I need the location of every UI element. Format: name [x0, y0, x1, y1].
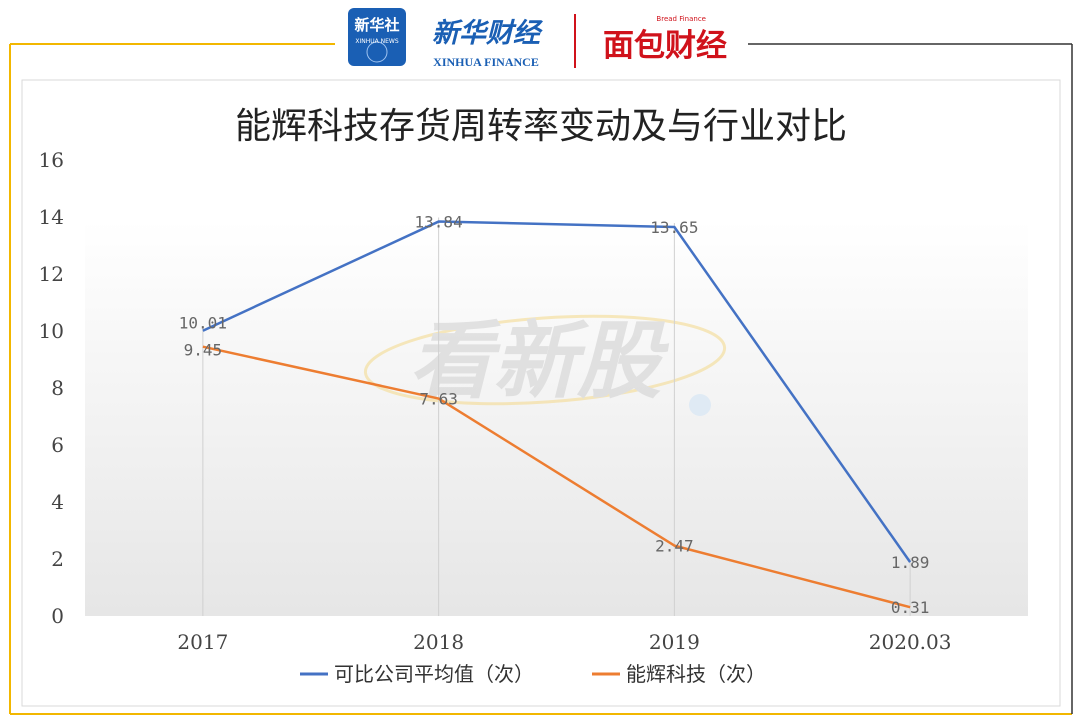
x-tick-label: 2017 [177, 630, 228, 654]
x-tick-label: 2018 [413, 630, 464, 654]
legend-label-1: 能辉科技（次） [626, 662, 766, 686]
data-label-0-3: 1.89 [891, 553, 930, 572]
legend: 可比公司平均值（次） 能辉科技（次） [300, 662, 766, 686]
y-tick-label: 8 [51, 376, 64, 400]
xinhua-news-logo-sub: XINHUA NEWS [355, 38, 398, 45]
data-label-1-3: 0.31 [891, 598, 930, 617]
bread-finance-logo: Bread Finance 面包财经 [603, 15, 727, 64]
plot-area [85, 220, 1028, 616]
outer-frame [9, 43, 1073, 715]
axis-layer: 0 2 4 6 8 10 12 14 16 2017 2018 2019 2020.03 [39, 148, 952, 654]
data-label-1-0: 9.45 [184, 341, 223, 360]
y-tick-label: 16 [39, 148, 64, 172]
y-tick-label: 6 [51, 433, 64, 457]
y-tick-label: 14 [39, 205, 64, 229]
x-tick-label: 2019 [649, 630, 700, 654]
data-label-1-2: 2.47 [655, 537, 694, 556]
data-label-0-2: 13.65 [650, 218, 698, 237]
xinhua-news-logo-text: 新华社 [354, 16, 399, 34]
bread-finance-cn: 面包财经 [603, 28, 727, 64]
label-layer: 10.01 13.84 13.65 1.89 9.45 7.63 2.47 0.31 [179, 213, 930, 618]
y-tick-label: 4 [51, 490, 64, 514]
legend-label-0: 可比公司平均值（次） [334, 662, 534, 686]
grid-layer [202, 217, 911, 616]
y-tick-label: 0 [51, 604, 64, 628]
chart-title: 能辉科技存货周转率变动及与行业对比 [235, 106, 847, 147]
xinhua-finance-cn: 新华财经 [432, 18, 543, 49]
series-line-1 [202, 345, 911, 609]
bread-finance-en: Bread Finance [656, 15, 706, 23]
watermark: 看新股 [363, 312, 727, 416]
y-tick-label: 12 [39, 262, 64, 286]
y-tick-label: 2 [51, 547, 64, 571]
xinhua-news-logo: 新华社 XINHUA NEWS [348, 8, 406, 66]
data-label-0-0: 10.01 [179, 314, 227, 333]
xinhua-finance-en: XINHUA FINANCE [433, 55, 539, 69]
xinhua-finance-logo: 新华财经 XINHUA FINANCE [432, 18, 543, 69]
y-tick-label: 10 [39, 319, 64, 343]
series-layer [202, 220, 912, 609]
data-label-0-1: 13.84 [415, 213, 463, 232]
x-tick-label: 2020.03 [869, 630, 952, 654]
series-line-0 [202, 220, 912, 563]
watermark-text: 看新股 [409, 312, 670, 410]
data-label-1-1: 7.63 [419, 390, 458, 409]
